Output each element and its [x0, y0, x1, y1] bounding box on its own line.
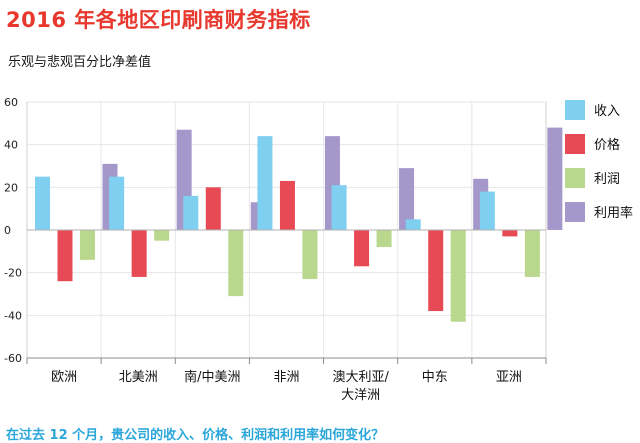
category-label: 非洲	[273, 370, 299, 385]
survey-question: 在过去 12 个月，贵公司的收入、价格、利润和利用率如何变化？	[6, 428, 385, 443]
bar-价格-中东	[428, 230, 444, 312]
legend-label: 利用率	[594, 205, 633, 221]
y-tick-label: 40	[4, 139, 18, 152]
category-label: 北美洲	[119, 370, 158, 385]
y-tick-label: 60	[4, 96, 18, 109]
legend-label: 收入	[594, 104, 620, 119]
legend-swatch-利润	[565, 168, 585, 188]
bar-收入-欧洲	[35, 176, 50, 230]
legend-swatch-收入	[565, 100, 585, 120]
legend-swatch-价格	[565, 134, 585, 154]
bar-收入-中东	[405, 219, 421, 230]
bar-收入-澳大利亚/大洋洲	[331, 185, 347, 230]
bar-利润-欧洲	[80, 230, 95, 260]
bar-利用率-澳大利亚/大洋洲	[399, 168, 415, 230]
y-tick-label: -20	[4, 267, 22, 280]
bar-利用率-亚洲	[547, 127, 563, 230]
chart-title: 2016 年各地区印刷商财务指标	[6, 8, 311, 32]
legend-swatch-利用率	[565, 202, 585, 222]
bar-利润-澳大利亚/大洋洲	[376, 230, 392, 248]
y-tick-label: -60	[4, 352, 22, 365]
category-label: 南/中美洲	[184, 369, 240, 385]
bar-利润-亚洲	[524, 230, 540, 277]
bar-价格-北美洲	[131, 230, 147, 277]
y-tick-label: 0	[4, 224, 11, 237]
legend-label: 利润	[594, 172, 620, 187]
bar-价格-亚洲	[502, 230, 518, 237]
bar-利润-非洲	[302, 230, 318, 280]
bar-价格-非洲	[279, 180, 295, 230]
category-label: 中东	[422, 370, 448, 385]
bar-利润-中东	[450, 230, 466, 322]
bar-利润-南/中美洲	[228, 230, 244, 297]
bar-利润-北美洲	[154, 230, 170, 241]
bar-收入-亚洲	[479, 191, 495, 230]
bar-收入-南/中美洲	[183, 195, 199, 230]
category-label: 亚洲	[496, 370, 522, 385]
category-label: 欧洲	[51, 370, 77, 385]
bar-价格-澳大利亚/大洋洲	[354, 230, 370, 267]
bar-价格-欧洲	[57, 230, 73, 282]
bar-价格-南/中美洲	[205, 187, 221, 230]
bar-收入-非洲	[257, 136, 273, 230]
y-tick-label: -40	[4, 309, 22, 322]
bar-收入-北美洲	[109, 176, 125, 230]
legend-label: 价格	[594, 137, 620, 153]
y-tick-label: 20	[4, 181, 18, 194]
chart-subtitle: 乐观与悲观百分比净差值	[8, 55, 152, 70]
category-label: 澳大利亚/大洋洲	[332, 369, 389, 403]
